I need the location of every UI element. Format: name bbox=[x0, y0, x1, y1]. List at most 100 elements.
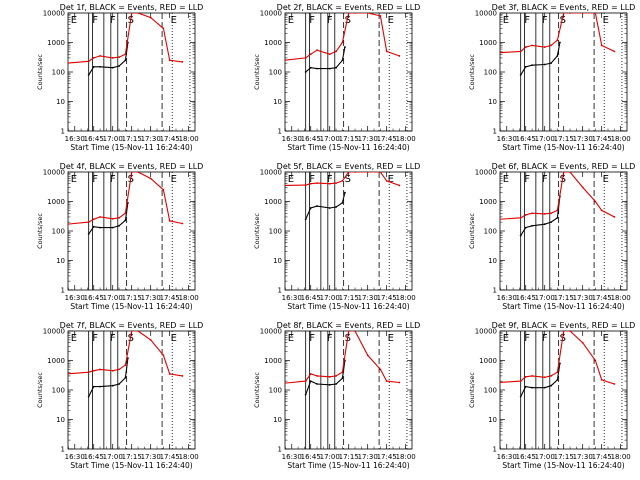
series-lld-line bbox=[500, 172, 615, 220]
series-lld-line bbox=[500, 331, 615, 385]
series-lld-point bbox=[68, 62, 69, 64]
y-tick-label: 10000 bbox=[260, 169, 282, 177]
series-events-point bbox=[531, 386, 533, 389]
series-lld-point bbox=[366, 172, 369, 173]
interval-marker: F bbox=[110, 174, 116, 185]
x-tick-label: 17:00 bbox=[320, 135, 340, 143]
series-lld-point bbox=[569, 13, 571, 14]
series-lld-point bbox=[500, 52, 501, 54]
series-events-point bbox=[316, 205, 318, 207]
plot-frame bbox=[284, 171, 413, 291]
panel-det-3: Det 3f, BLACK = Events, RED = LLD 1 10 100 1… bbox=[468, 3, 635, 152]
series-lld-line bbox=[68, 13, 183, 64]
series-lld-point bbox=[304, 184, 307, 186]
series-lld-point bbox=[92, 57, 95, 59]
series-lld-point bbox=[519, 380, 522, 383]
interval-marker: E bbox=[71, 333, 77, 344]
series-events-line bbox=[88, 358, 129, 397]
plot-frame bbox=[67, 12, 196, 132]
series-lld-point bbox=[285, 185, 286, 186]
x-tick-label: 16:30 bbox=[282, 453, 302, 461]
series-lld-point bbox=[519, 50, 522, 53]
series-events-point bbox=[524, 65, 527, 68]
interval-marker: E bbox=[288, 333, 294, 344]
x-axis-label: Start Time (15-Nov-11 16:24:40) bbox=[502, 143, 624, 152]
series-lld-point bbox=[524, 214, 527, 216]
series-lld-point bbox=[118, 368, 120, 371]
series-lld-point bbox=[524, 375, 527, 378]
series-lld-point bbox=[366, 354, 369, 357]
series-events-point bbox=[559, 41, 561, 44]
series-lld-point bbox=[569, 172, 571, 173]
x-tick-label: 17:15 bbox=[554, 294, 574, 302]
interval-marker: F bbox=[524, 15, 530, 26]
series-lld-point bbox=[379, 368, 382, 371]
series-lld-point bbox=[181, 222, 184, 225]
interval-marker: E bbox=[503, 333, 509, 344]
series-lld-point bbox=[398, 184, 401, 187]
x-tick-label: 18:00 bbox=[179, 453, 199, 461]
y-axis-label: Counts/sec bbox=[253, 213, 261, 249]
series-events-point bbox=[543, 223, 546, 226]
series-events-point bbox=[335, 206, 337, 208]
y-tick-label: 100 bbox=[269, 387, 282, 395]
interval-marker: F bbox=[542, 174, 548, 185]
series-events-point bbox=[316, 67, 318, 70]
x-tick-label: 17:30 bbox=[358, 294, 378, 302]
series-events-point bbox=[341, 377, 344, 380]
plot-frame bbox=[499, 12, 628, 132]
series-lld-point bbox=[594, 359, 597, 362]
x-tick-label: 17:00 bbox=[103, 294, 123, 302]
series-events-point bbox=[344, 46, 346, 48]
y-tick-label: 10 bbox=[273, 98, 282, 106]
series-lld-point bbox=[594, 13, 597, 14]
series-lld-point bbox=[581, 13, 584, 14]
series-events-point bbox=[309, 380, 312, 383]
y-tick-label: 10 bbox=[273, 416, 282, 424]
interval-marker: E bbox=[603, 15, 609, 26]
series-lld-point bbox=[168, 59, 171, 62]
interval-marker: E bbox=[388, 15, 394, 26]
series-lld-point bbox=[68, 223, 69, 225]
series-events-point bbox=[304, 218, 307, 221]
series-events-point bbox=[556, 378, 559, 381]
series-lld-point bbox=[385, 50, 388, 53]
series-lld-point bbox=[385, 380, 388, 383]
series-events-point bbox=[556, 55, 559, 57]
interval-marker: E bbox=[388, 174, 394, 185]
series-lld-point bbox=[316, 182, 318, 185]
series-lld-point bbox=[111, 217, 114, 220]
series-events-point bbox=[111, 66, 114, 69]
y-tick-label: 1000 bbox=[479, 39, 497, 47]
series-events-point bbox=[99, 385, 101, 388]
series-lld-point bbox=[341, 41, 344, 44]
x-tick-label: 16:30 bbox=[497, 294, 517, 302]
y-tick-label: 10 bbox=[56, 98, 65, 106]
y-tick-label: 10 bbox=[56, 416, 65, 424]
series-lld-point bbox=[87, 371, 90, 374]
series-events-point bbox=[335, 383, 337, 385]
series-events-point bbox=[99, 65, 101, 68]
x-tick-label: 17:00 bbox=[320, 294, 340, 302]
interval-marker: E bbox=[71, 174, 77, 185]
series-lld-point bbox=[118, 56, 120, 58]
series-lld-point bbox=[550, 375, 552, 377]
series-events-point bbox=[309, 207, 312, 209]
series-lld-point bbox=[285, 382, 286, 384]
series-lld-point bbox=[613, 216, 616, 218]
x-tick-label: 17:00 bbox=[535, 294, 555, 302]
series-lld-point bbox=[543, 46, 546, 48]
series-lld-point bbox=[328, 375, 331, 378]
series-lld-point bbox=[600, 44, 603, 47]
y-tick-label: 1 bbox=[278, 128, 282, 136]
series-events-point bbox=[87, 395, 90, 398]
series-lld-point bbox=[99, 368, 101, 371]
y-tick-label: 1000 bbox=[47, 357, 65, 365]
panel-det-8: Det 8f, BLACK = Events, RED = LLD 1 10 100 1… bbox=[253, 321, 420, 470]
series-lld-point bbox=[316, 375, 318, 377]
x-tick-label: 17:00 bbox=[103, 135, 123, 143]
series-lld-point bbox=[600, 209, 603, 212]
series-lld-point bbox=[99, 216, 101, 218]
series-lld-point bbox=[531, 212, 533, 215]
series-lld-point bbox=[354, 172, 356, 173]
